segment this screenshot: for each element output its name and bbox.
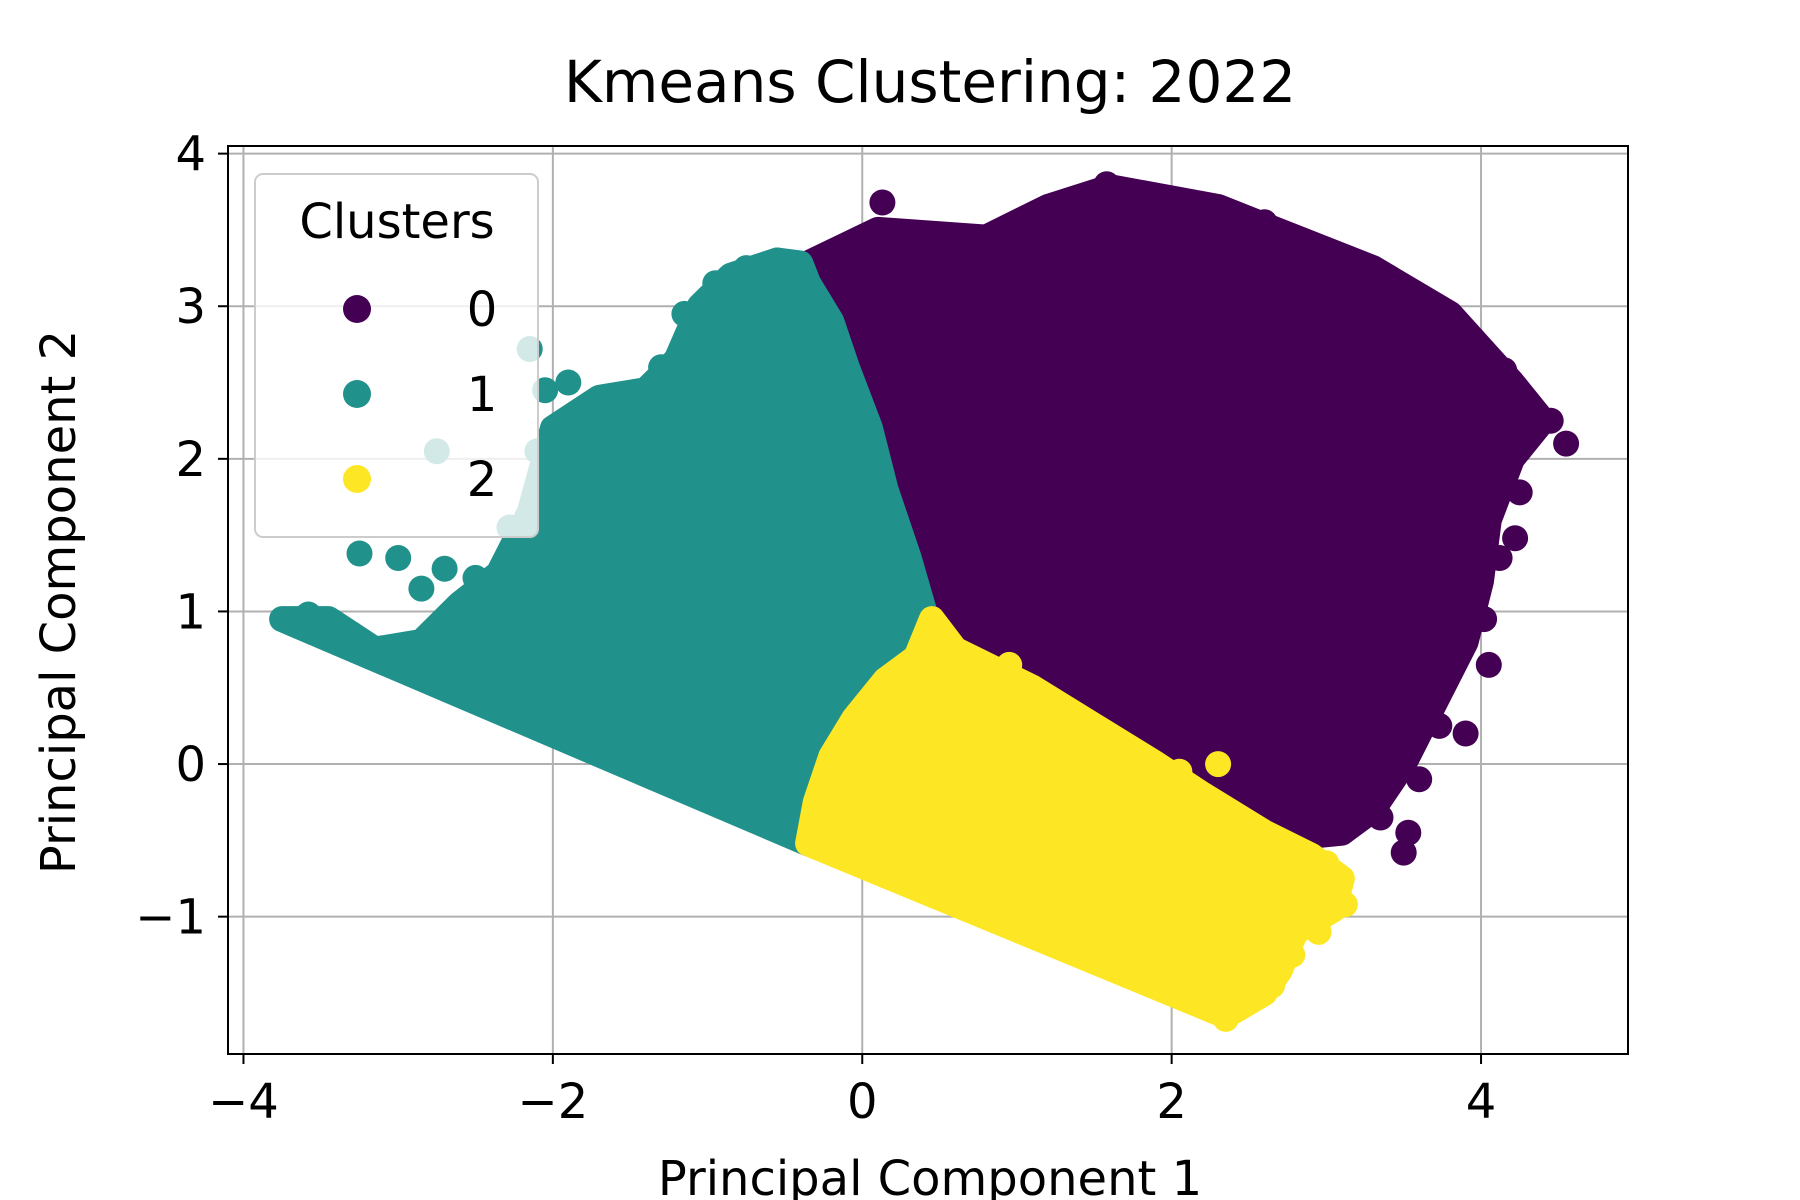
chart-title: Kmeans Clustering: 2022 [564, 48, 1296, 116]
cluster-0-point [1471, 606, 1498, 633]
cluster-1-point [408, 575, 435, 602]
cluster-0-point [1468, 514, 1494, 541]
cluster-1-point [346, 540, 373, 567]
x-tick-label: 2 [1156, 1074, 1187, 1130]
legend-label: 1 [467, 367, 498, 423]
legend[interactable]: Clusters 0 1 2 [254, 173, 539, 538]
y-tick-label: −1 [135, 890, 206, 946]
cluster-2-point [1290, 845, 1317, 872]
cluster-1-point [555, 369, 582, 396]
cluster-0-point [1398, 728, 1425, 755]
series-2 [795, 606, 1358, 1032]
cluster-2-point [1259, 972, 1286, 999]
y-axis-ticks: −1 0 1 2 3 4 [135, 127, 228, 946]
y-tick-label: 3 [175, 279, 206, 335]
cluster-0-point [1517, 397, 1544, 423]
cluster-0-point [1093, 171, 1120, 198]
y-tick-label: 2 [175, 432, 206, 488]
cluster-1-point [702, 270, 729, 297]
cluster-2-point [1331, 891, 1358, 918]
legend-item-1[interactable]: 1 [343, 367, 497, 423]
y-tick-label: 0 [175, 737, 206, 793]
cluster-0-point [1491, 453, 1518, 480]
legend-marker [343, 380, 371, 408]
legend-label: 2 [467, 452, 498, 508]
x-axis-label: Principal Component 1 [658, 1151, 1202, 1200]
legend-label: 0 [467, 282, 498, 338]
cluster-2-point [1166, 758, 1193, 785]
cluster-2-point [1205, 751, 1232, 778]
cluster-0-point [1475, 651, 1502, 678]
cluster-0-point [1418, 682, 1445, 709]
cluster-2-point [1236, 987, 1262, 1014]
cluster-0-point [1506, 479, 1533, 506]
cluster-0-point [1502, 525, 1529, 552]
x-axis-ticks: −4 −2 0 2 4 [208, 1054, 1496, 1130]
legend-item-0[interactable]: 0 [343, 282, 497, 338]
cluster-1-point [462, 564, 489, 591]
cluster-0-point [1352, 789, 1378, 816]
cluster-0-point [1486, 545, 1513, 571]
cluster-0-point [869, 189, 896, 216]
legend-marker [343, 295, 371, 323]
cluster-1-point [315, 610, 342, 637]
x-tick-label: −4 [208, 1074, 279, 1130]
cluster-0-point [1328, 799, 1355, 826]
plot-area-frame [227, 145, 1629, 1055]
cluster-0-point [1426, 712, 1453, 739]
legend-items: 0 1 2 [343, 282, 497, 508]
cluster-0-point [1444, 636, 1471, 663]
cluster-0-point [1336, 262, 1363, 289]
cluster-0-point [1464, 567, 1491, 594]
cluster-1-point [756, 293, 783, 320]
y-tick-label: 4 [175, 127, 206, 183]
cluster-0-point [1475, 392, 1502, 419]
cluster-0-point [1406, 766, 1433, 793]
cluster-2-point [849, 712, 876, 739]
cluster-1-point [648, 354, 675, 381]
cluster-2-point [996, 651, 1023, 678]
cluster-2-point [1212, 1005, 1239, 1032]
cluster-1-point [338, 621, 365, 648]
cluster-0-point [1491, 357, 1518, 384]
cluster-0-point [1387, 300, 1414, 327]
cluster-1-point [671, 300, 698, 327]
cluster-0-point [1297, 793, 1324, 820]
cluster-1-point [295, 601, 322, 628]
legend-box [254, 173, 539, 538]
legend-item-2[interactable]: 2 [343, 452, 497, 508]
cluster-0-point [1434, 305, 1460, 332]
cluster-0-point [1251, 209, 1278, 236]
cluster-1-point [431, 555, 458, 582]
scatter-points [269, 171, 1580, 1032]
legend-title: Clusters [299, 194, 494, 250]
cluster-1-point [385, 545, 412, 571]
cluster-1-point [764, 247, 791, 274]
x-tick-label: 4 [1466, 1074, 1497, 1130]
cluster-0-point [1390, 839, 1417, 866]
cluster-0-point [1553, 430, 1580, 457]
cluster-2-point [1325, 865, 1352, 892]
legend-marker [343, 465, 371, 493]
cluster-0-point [1395, 819, 1422, 846]
y-axis-label: Principal Component 2 [31, 330, 87, 874]
cluster-2-point [826, 758, 852, 785]
cluster-1-point [733, 255, 760, 282]
cluster-2-point [1279, 941, 1306, 968]
cluster-0-point [1537, 407, 1564, 434]
y-tick-label: 1 [175, 584, 206, 640]
x-tick-label: 0 [847, 1074, 878, 1130]
cluster-2-point [1305, 918, 1332, 945]
cluster-0-point [1452, 720, 1479, 747]
x-tick-label: −2 [517, 1074, 588, 1130]
